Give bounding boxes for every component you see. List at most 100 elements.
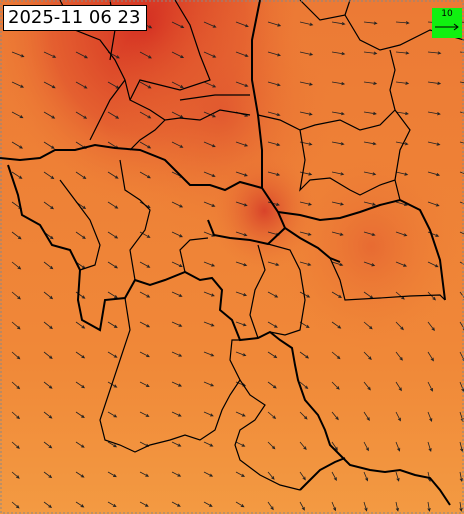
wind-arrow (299, 411, 308, 420)
wind-arrow (203, 441, 214, 447)
wind-arrow (459, 171, 464, 174)
wind-arrow (235, 351, 247, 357)
region-border (299, 129, 401, 201)
wind-arrow (11, 261, 22, 270)
wind-arrow (139, 231, 151, 238)
wind-arrow (427, 51, 442, 55)
wind-arrow (459, 441, 464, 453)
region-border (299, 0, 464, 51)
wind-arrow (139, 471, 150, 477)
wind-arrow (203, 21, 217, 28)
wind-arrow (395, 51, 410, 55)
wind-arrow (171, 381, 182, 387)
wind-arrow (171, 201, 184, 208)
wind-arrow (235, 141, 249, 147)
wind-arrow (363, 21, 378, 25)
wind-arrow (427, 381, 433, 392)
wind-arrow (427, 441, 432, 453)
wind-arrow (43, 51, 57, 58)
wind-arrow (11, 321, 21, 330)
wind-arrow (427, 501, 431, 512)
region-border (179, 94, 250, 101)
wind-arrow (235, 171, 248, 177)
timestamp: 2025-11 06 23 (8, 7, 141, 28)
wind-arrow (235, 291, 248, 297)
wind-arrow (267, 471, 275, 480)
wind-arrow (299, 381, 309, 390)
wind-arrow (107, 321, 118, 328)
wind-arrow (331, 21, 346, 26)
wind-arrow (75, 501, 85, 508)
wind-arrow (139, 171, 151, 179)
wind-arrow (331, 261, 344, 267)
wind-arrow (171, 261, 183, 268)
wind-arrow (459, 141, 464, 144)
wind-arrow (75, 171, 87, 180)
wind-arrow (203, 291, 215, 297)
wind-arrow (11, 471, 20, 479)
wind-arrow (395, 501, 400, 512)
wind-arrow (235, 321, 247, 327)
wind-arrow (331, 81, 346, 86)
wind-arrow (171, 111, 184, 118)
wind-arrow (75, 411, 85, 418)
wind-arrow (11, 111, 24, 119)
wind-arrow (427, 171, 441, 177)
wind-arrow (235, 441, 246, 447)
wind-arrow (171, 141, 184, 148)
wind-arrow (267, 111, 281, 117)
wind-arrow (107, 471, 117, 478)
wind-arrow (43, 411, 53, 419)
wind-arrow (331, 291, 342, 298)
wind-arrow (107, 111, 120, 119)
wind-arrow (331, 381, 340, 390)
wind-arrow (139, 321, 151, 328)
wind-arrow (107, 291, 118, 299)
wind-arrow (267, 51, 281, 57)
region-border (394, 109, 411, 181)
wind-arrow (11, 501, 20, 509)
wind-arrow (75, 351, 86, 359)
wind-arrow (459, 21, 464, 23)
wind-arrow (171, 441, 182, 447)
wind-arrow (459, 231, 464, 235)
wind-arrow (267, 21, 282, 27)
wind-arrow (107, 201, 119, 209)
wind-arrow (139, 381, 150, 387)
wind-arrow (299, 201, 313, 206)
wind-arrow (11, 411, 21, 420)
wind-arrow (363, 141, 377, 146)
wind-arrow (299, 351, 310, 359)
wind-arrow (331, 501, 337, 512)
wind-arrow (395, 381, 402, 392)
wind-arrow (331, 111, 345, 116)
wind-arrow (363, 171, 377, 176)
wind-arrow (331, 141, 345, 146)
region-border (249, 244, 266, 339)
wind-arrow (427, 351, 434, 362)
wind-arrow (299, 471, 306, 481)
wind-arrow (427, 411, 433, 422)
region-border (129, 0, 211, 101)
wind-arrow (139, 261, 151, 268)
wind-arrow (395, 411, 401, 422)
wind-arrow (75, 471, 85, 478)
wind-arrow (299, 81, 313, 86)
wind-arrow (235, 51, 249, 58)
wind-arrow (267, 411, 277, 419)
region-border (234, 379, 301, 491)
wind-arrow (427, 141, 441, 146)
wind-arrow (331, 201, 345, 206)
wind-arrow (267, 171, 281, 176)
wind-arrow (395, 441, 401, 452)
wind-arrow (459, 261, 464, 265)
country-border (299, 457, 346, 491)
wind-arrow (459, 111, 464, 114)
wind-arrow (107, 351, 118, 358)
wind-arrow (235, 231, 248, 237)
